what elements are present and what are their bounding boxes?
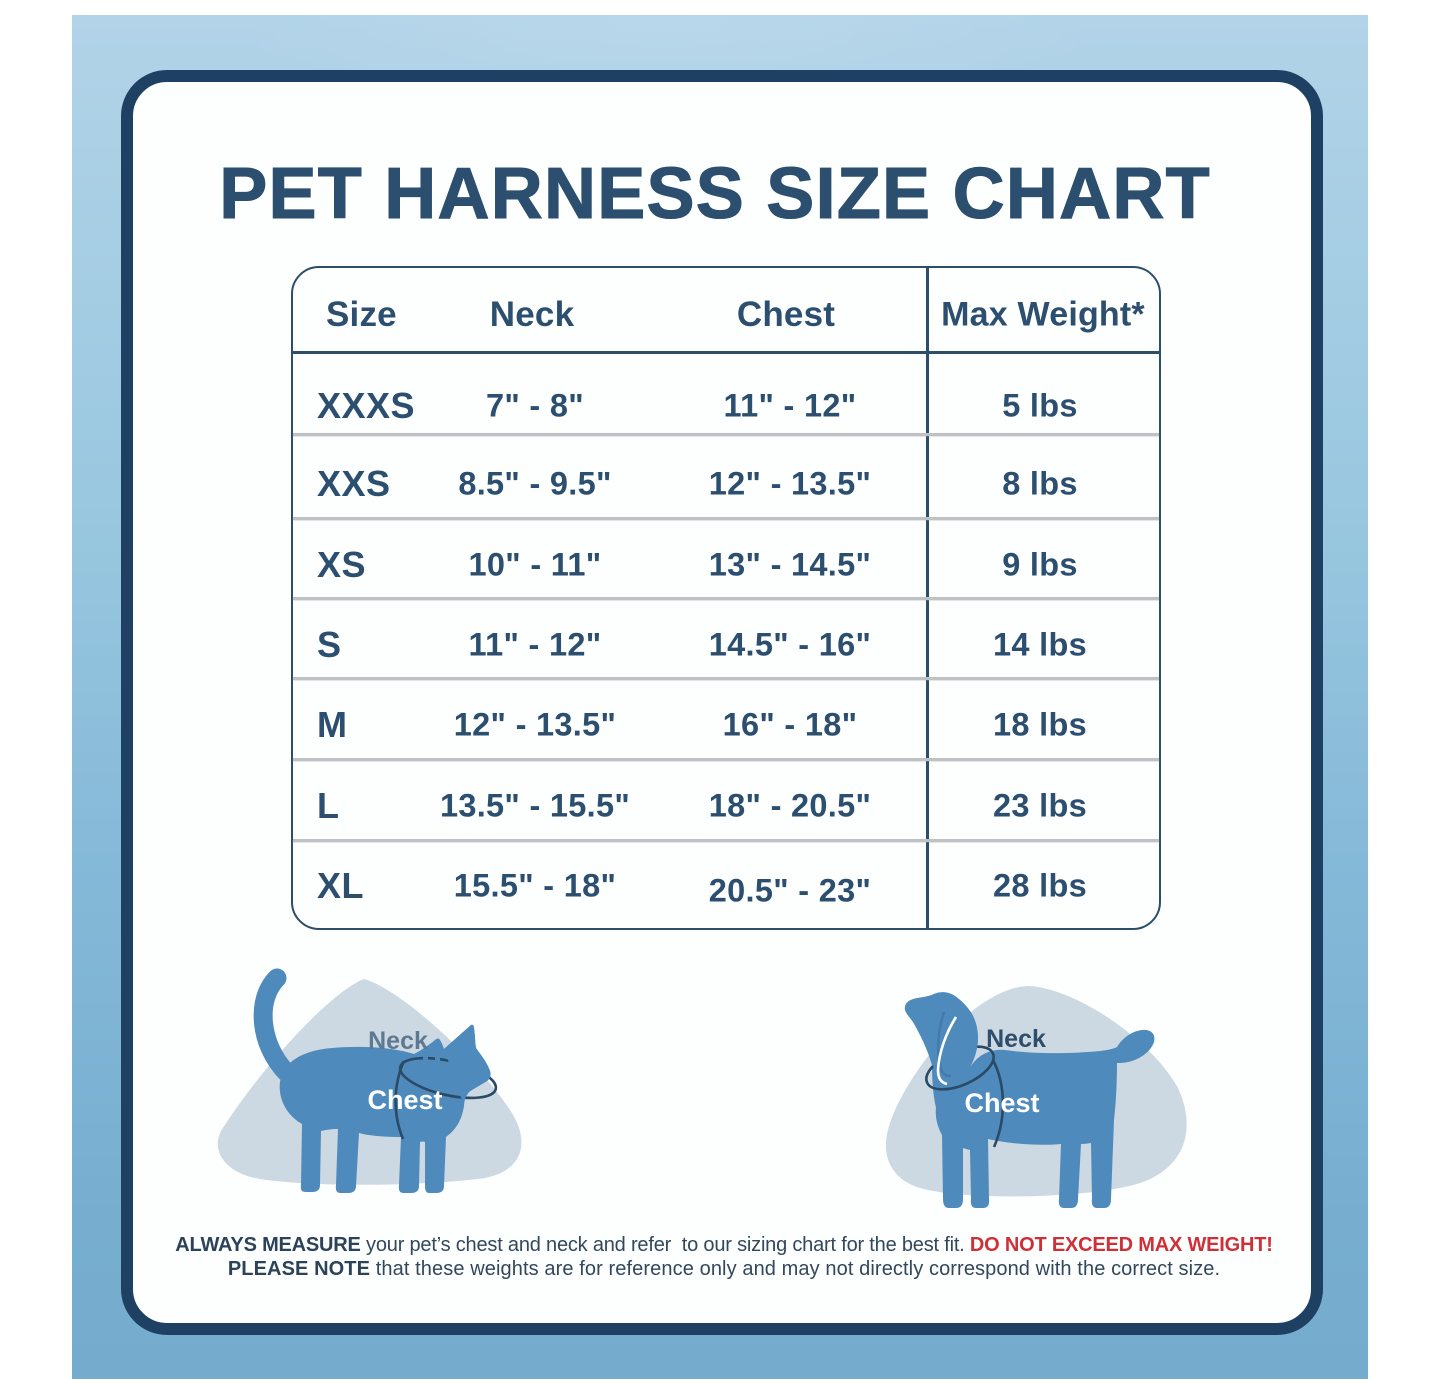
svg-text:Neck: Neck [986,1025,1046,1053]
svg-text:Neck: Neck [368,1027,428,1055]
svg-text:Chest: Chest [367,1085,442,1115]
svg-text:Chest: Chest [964,1088,1039,1118]
